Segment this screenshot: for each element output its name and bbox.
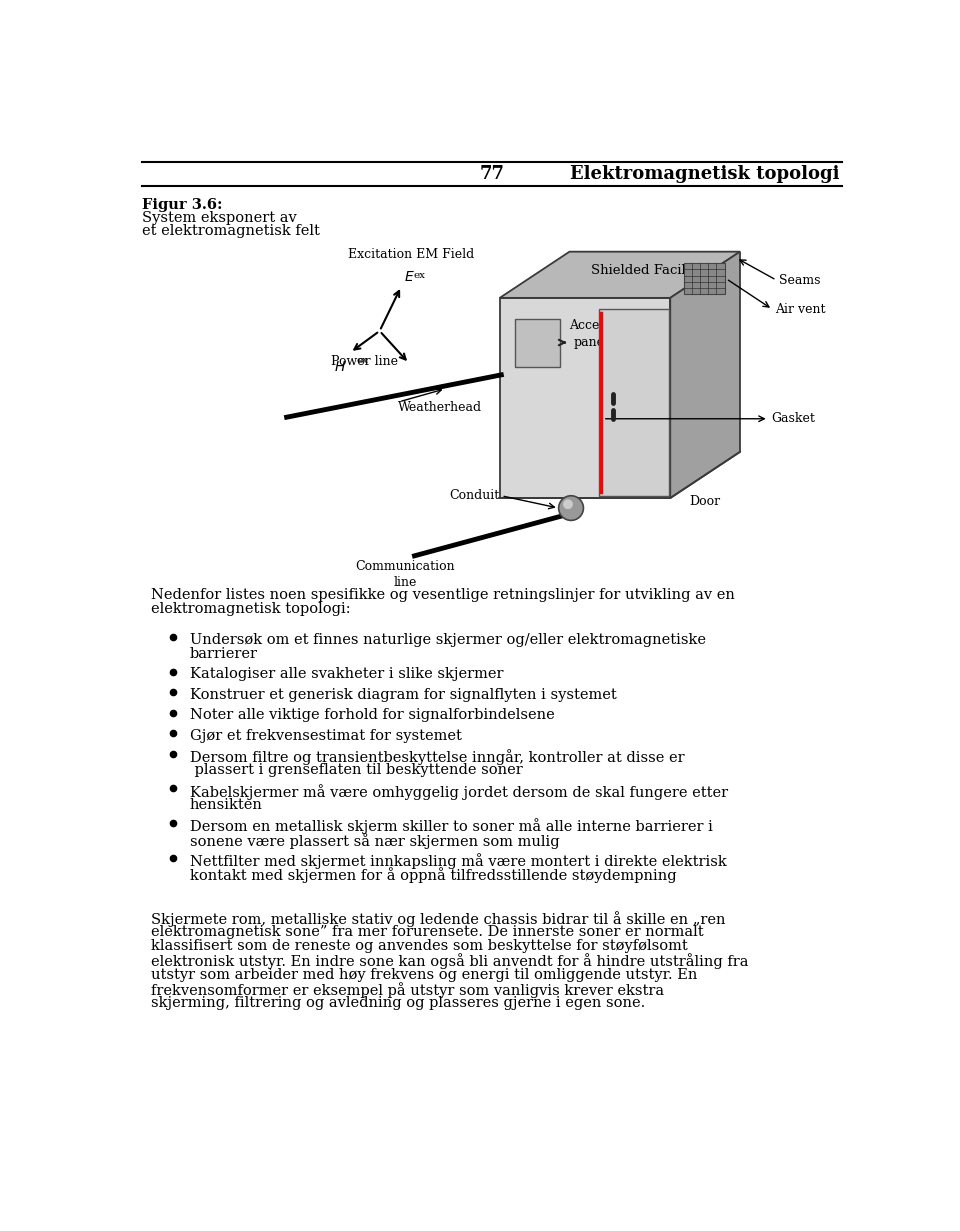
Text: Weatherhead: Weatherhead [397,401,482,414]
Text: 77: 77 [479,165,505,183]
Text: Gasket: Gasket [771,412,815,425]
Text: Air vent: Air vent [775,303,826,316]
Text: Dersom filtre og transientbeskyttelse inngår, kontroller at disse er: Dersom filtre og transientbeskyttelse in… [190,750,684,764]
Text: plassert i grenseflaten til beskyttende soner: plassert i grenseflaten til beskyttende … [190,763,522,777]
Polygon shape [500,298,670,499]
Text: Access
panel: Access panel [569,319,612,350]
Text: utstyr som arbeider med høy frekvens og energi til omliggende utstyr. En: utstyr som arbeider med høy frekvens og … [151,968,697,982]
Circle shape [559,496,584,521]
Text: Gjør et frekvensestimat for systemet: Gjør et frekvensestimat for systemet [190,729,462,742]
Text: Power line: Power line [331,356,397,368]
Text: frekvensomformer er eksempel på utstyr som vanligvis krever ekstra: frekvensomformer er eksempel på utstyr s… [151,982,664,998]
Text: Door: Door [689,495,721,508]
Text: Konstruer et generisk diagram for signalflyten i systemet: Konstruer et generisk diagram for signal… [190,688,616,702]
Text: Seams: Seams [779,273,820,287]
Text: barrierer: barrierer [190,648,257,661]
Text: Communication
line: Communication line [355,560,455,588]
Text: Elektromagnetisk topologi: Elektromagnetisk topologi [569,165,839,183]
Polygon shape [670,251,740,499]
Text: Nettfilter med skjermet innkapsling må være montert i direkte elektrisk: Nettfilter med skjermet innkapsling må v… [190,853,727,869]
Text: Figur 3.6:: Figur 3.6: [142,198,222,212]
Text: Excitation EM Field: Excitation EM Field [348,247,473,261]
Text: $H$: $H$ [334,361,347,374]
Text: elektromagnetisk topologi:: elektromagnetisk topologi: [151,602,350,617]
Text: klassifisert som de reneste og anvendes som beskyttelse for støyfølsomt: klassifisert som de reneste og anvendes … [151,939,687,953]
Text: Dersom en metallisk skjerm skiller to soner må alle interne barrierer i: Dersom en metallisk skjerm skiller to so… [190,819,712,835]
Text: hensikten: hensikten [190,798,263,812]
Text: ex: ex [356,357,369,366]
Text: kontakt med skjermen for å oppnå tilfredsstillende støydempning: kontakt med skjermen for å oppnå tilfred… [190,868,677,883]
Text: Katalogiser alle svakheter i slike skjermer: Katalogiser alle svakheter i slike skjer… [190,667,503,682]
Polygon shape [500,251,740,298]
Polygon shape [684,263,725,294]
Text: Shielded Facility: Shielded Facility [591,265,703,277]
Circle shape [563,500,573,510]
Text: Nedenfor listes noen spesifikke og vesentlige retningslinjer for utvikling av en: Nedenfor listes noen spesifikke og vesen… [151,588,734,602]
Text: elektromagnetisk sone” fra mer forurensete. De innerste soner er normalt: elektromagnetisk sone” fra mer forurense… [151,924,704,939]
Text: Conduit: Conduit [449,489,500,502]
Text: ex: ex [414,271,425,281]
Text: Undersøk om et finnes naturlige skjermer og/eller elektromagnetiske: Undersøk om et finnes naturlige skjermer… [190,633,706,646]
Polygon shape [516,319,561,367]
Text: sonene være plassert så nær skjermen som mulig: sonene være plassert så nær skjermen som… [190,832,560,848]
Text: Kabelskjermer må være omhyggelig jordet dersom de skal fungere etter: Kabelskjermer må være omhyggelig jordet … [190,784,728,800]
Text: System eksponert av: System eksponert av [142,211,297,225]
Text: Skjermete rom, metalliske stativ og ledende chassis bidrar til å skille en „ren: Skjermete rom, metalliske stativ og lede… [151,911,726,927]
Text: et elektromagnetisk felt: et elektromagnetisk felt [142,224,320,238]
Text: elektronisk utstyr. En indre sone kan også bli anvendt for å hindre utstråling f: elektronisk utstyr. En indre sone kan og… [151,954,749,969]
Text: skjerming, filtrering og avledning og plasseres gjerne i egen sone.: skjerming, filtrering og avledning og pl… [151,996,645,1011]
Text: Noter alle viktige forhold for signalforbindelsene: Noter alle viktige forhold for signalfor… [190,708,555,723]
Polygon shape [599,309,669,496]
Text: $E$: $E$ [403,270,415,284]
